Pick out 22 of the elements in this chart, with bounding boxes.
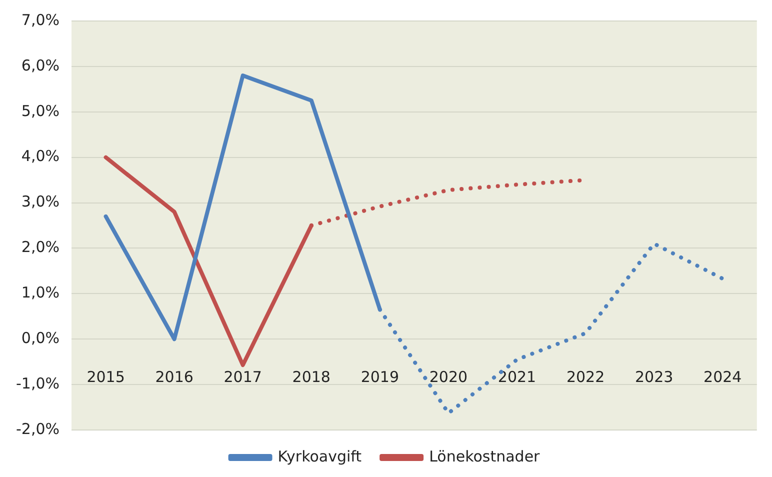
y-tick-label: 7,0% — [21, 10, 60, 29]
legend-label: Lönekostnader — [429, 447, 541, 466]
x-tick-label: 2017 — [224, 368, 262, 386]
x-tick-label: 2015 — [86, 368, 125, 386]
y-tick-label: 1,0% — [21, 284, 60, 302]
y-tick-label: 0,0% — [21, 329, 60, 347]
x-tick-label: 2018 — [292, 368, 330, 386]
x-tick-label: 2016 — [155, 368, 194, 386]
x-tick-label: 2020 — [429, 368, 468, 386]
x-tick-label: 2019 — [360, 368, 400, 386]
x-tick-label: 2022 — [566, 368, 605, 386]
y-tick-label: 6,0% — [21, 56, 60, 74]
legend-label: Kyrkoavgift — [278, 447, 362, 466]
x-tick-label: 2024 — [704, 368, 742, 386]
x-tick-label: 2023 — [634, 368, 674, 386]
x-tick-label: 2021 — [498, 368, 536, 386]
y-tick-label: -2,0% — [16, 420, 60, 438]
y-tick-label: 5,0% — [21, 102, 60, 120]
y-tick-label: 2,0% — [21, 238, 60, 256]
y-tick-label: 3,0% — [21, 192, 60, 211]
y-tick-label: -1,0% — [16, 374, 60, 392]
y-tick-label: 4,0% — [21, 147, 60, 166]
